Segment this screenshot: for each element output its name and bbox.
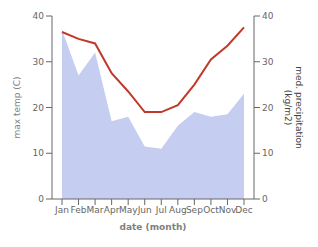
svg-text:0: 0 bbox=[262, 194, 268, 204]
svg-text:20: 20 bbox=[262, 103, 274, 113]
svg-text:Mar: Mar bbox=[87, 205, 104, 215]
svg-text:Nov: Nov bbox=[219, 205, 237, 215]
svg-text:Feb: Feb bbox=[71, 205, 87, 215]
svg-text:30: 30 bbox=[262, 57, 274, 67]
svg-text:max temp (C): max temp (C) bbox=[12, 76, 22, 138]
svg-text:May: May bbox=[119, 205, 138, 215]
svg-text:10: 10 bbox=[262, 148, 274, 158]
svg-text:40: 40 bbox=[262, 11, 274, 21]
svg-text:date (month): date (month) bbox=[120, 222, 187, 232]
svg-text:med. precipitation(kg/m2): med. precipitation(kg/m2) bbox=[283, 66, 304, 148]
svg-text:20: 20 bbox=[33, 103, 45, 113]
svg-text:Sep: Sep bbox=[186, 205, 203, 215]
svg-text:Jul: Jul bbox=[155, 205, 167, 215]
svg-text:Jun: Jun bbox=[137, 205, 152, 215]
svg-text:30: 30 bbox=[33, 57, 45, 67]
svg-text:Dec: Dec bbox=[235, 205, 252, 215]
svg-text:Apr: Apr bbox=[104, 205, 120, 215]
svg-text:10: 10 bbox=[33, 148, 45, 158]
svg-text:0: 0 bbox=[38, 194, 44, 204]
svg-text:40: 40 bbox=[33, 11, 45, 21]
svg-text:Aug: Aug bbox=[169, 205, 187, 215]
svg-text:Jan: Jan bbox=[54, 205, 69, 215]
svg-text:Oct: Oct bbox=[203, 205, 219, 215]
